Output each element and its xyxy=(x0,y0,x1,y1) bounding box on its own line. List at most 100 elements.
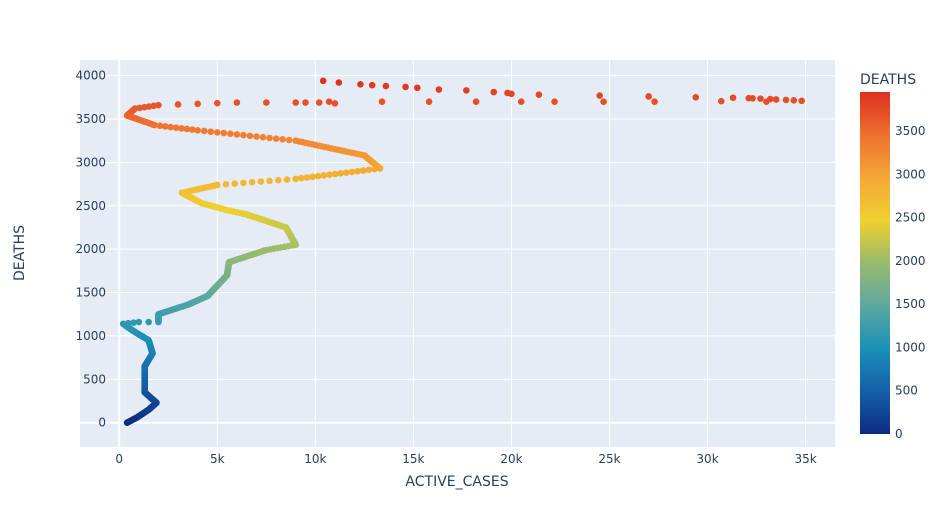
data-point xyxy=(359,167,367,174)
data-point xyxy=(285,136,293,144)
data-point xyxy=(331,170,339,178)
x-tick-label: 20k xyxy=(500,452,522,466)
x-tick-label: 10k xyxy=(304,452,326,466)
data-point xyxy=(266,177,273,185)
data-point xyxy=(357,80,364,88)
data-point xyxy=(729,94,737,102)
data-point xyxy=(220,129,228,137)
data-point xyxy=(145,318,152,326)
data-point xyxy=(130,319,137,326)
data-point xyxy=(233,99,241,106)
data-point xyxy=(757,95,764,102)
data-point xyxy=(240,179,247,187)
x-tick-label: 5k xyxy=(210,452,225,466)
colorbar-tick-label: 2500 xyxy=(895,211,926,225)
data-point xyxy=(326,171,333,179)
y-tick-label: 1000 xyxy=(75,329,106,343)
x-axis-title: ACTIVE_CASES xyxy=(405,474,508,490)
data-point xyxy=(772,96,780,103)
x-tick-label: 30k xyxy=(696,452,718,466)
data-point xyxy=(309,173,316,181)
x-tick-label: 0 xyxy=(115,452,123,466)
data-point xyxy=(188,126,196,133)
data-point xyxy=(717,97,725,105)
data-point xyxy=(257,178,265,185)
data-point xyxy=(292,175,300,183)
y-tick-label: 2500 xyxy=(75,199,106,213)
data-point xyxy=(382,82,390,90)
data-point xyxy=(227,130,234,138)
data-point xyxy=(692,94,700,101)
data-point xyxy=(325,98,333,105)
data-point xyxy=(155,101,162,109)
x-tick-label: 25k xyxy=(598,452,620,466)
colorbar-tick-label: 1000 xyxy=(895,340,926,354)
data-point xyxy=(651,98,658,105)
y-tick-label: 1500 xyxy=(75,286,106,300)
data-point xyxy=(798,97,805,105)
data-point xyxy=(551,98,558,105)
data-point xyxy=(246,132,254,140)
data-point xyxy=(231,180,239,187)
data-point xyxy=(178,125,185,132)
colorbar xyxy=(860,92,890,434)
data-point xyxy=(240,131,247,139)
data-point xyxy=(162,123,169,130)
data-point xyxy=(253,133,260,140)
data-point xyxy=(790,97,798,104)
colorbar-tick-label: 1500 xyxy=(895,297,926,311)
data-point xyxy=(782,96,790,104)
data-points xyxy=(119,77,805,427)
data-point xyxy=(119,320,127,328)
data-point xyxy=(600,98,607,105)
data-point xyxy=(213,129,221,136)
data-point xyxy=(402,83,409,91)
data-point xyxy=(315,99,323,106)
y-tick-label: 4000 xyxy=(75,69,106,83)
data-point xyxy=(279,136,286,143)
data-point xyxy=(749,95,756,102)
data-point xyxy=(167,123,174,131)
data-point xyxy=(298,174,305,182)
data-point xyxy=(183,125,191,133)
data-point xyxy=(156,122,164,130)
data-point xyxy=(194,100,201,108)
data-point xyxy=(233,131,241,138)
y-tick-label: 3000 xyxy=(75,155,106,169)
y-tick-label: 500 xyxy=(83,372,106,386)
x-tick-label: 15k xyxy=(402,452,424,466)
data-point xyxy=(763,98,770,105)
colorbar-tick-label: 500 xyxy=(895,384,918,398)
data-point xyxy=(378,98,386,105)
data-point xyxy=(200,127,208,135)
data-point xyxy=(207,128,215,135)
y-tick-label: 3500 xyxy=(75,112,106,126)
data-point xyxy=(413,84,421,92)
data-point xyxy=(343,169,350,176)
data-point xyxy=(517,98,525,105)
data-point xyxy=(335,79,343,86)
data-point xyxy=(348,168,356,176)
data-point xyxy=(292,99,300,106)
data-point xyxy=(213,99,221,107)
plot-background xyxy=(80,60,835,447)
data-point xyxy=(337,170,344,177)
data-point xyxy=(645,93,653,100)
data-point xyxy=(472,98,480,105)
colorbar-title: DEATHS xyxy=(860,72,916,88)
grid-lines xyxy=(80,60,835,447)
x-axis-ticks: 0 5k 10k 15k 20k 25k 30k 35k xyxy=(115,452,816,466)
y-tick-label: 2000 xyxy=(75,242,106,256)
data-point xyxy=(365,166,373,174)
data-point xyxy=(425,98,433,105)
data-point xyxy=(331,100,339,107)
colorbar-tick-label: 3500 xyxy=(895,124,926,138)
data-point xyxy=(262,99,270,106)
x-tick-label: 35k xyxy=(794,452,816,466)
data-point xyxy=(435,86,443,93)
y-axis-ticks: 0 500 1000 1500 2000 2500 3000 3500 4000 xyxy=(75,69,106,430)
data-point xyxy=(135,318,143,326)
data-point xyxy=(596,92,603,99)
data-point xyxy=(259,133,267,141)
data-point xyxy=(213,181,221,189)
